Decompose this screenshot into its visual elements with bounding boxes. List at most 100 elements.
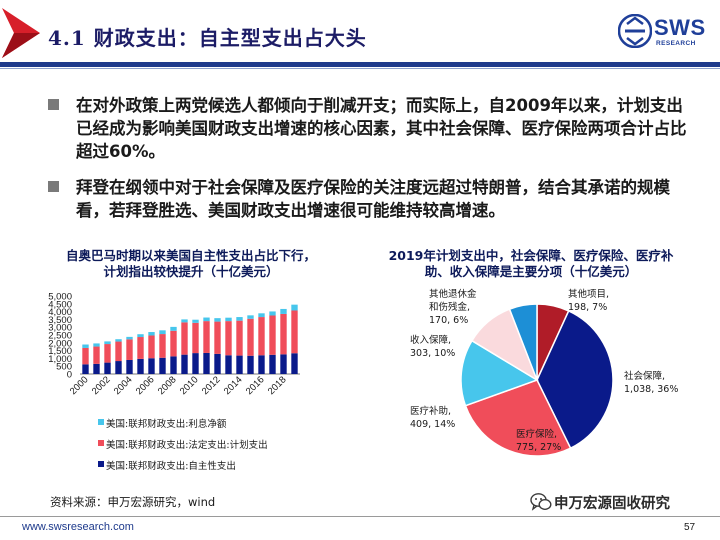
bar-segment-2 [93, 346, 100, 364]
footer-url: www.swsresearch.com [22, 521, 134, 533]
pie-slice-label-line: 其他项目, [568, 288, 609, 300]
title-rule [0, 62, 720, 67]
x-tick-label: 2012 [200, 374, 223, 397]
wechat-icon [530, 493, 552, 511]
bar-segment-1 [269, 354, 276, 374]
bar-segment-2 [214, 321, 221, 354]
bar-segment-2 [137, 337, 144, 359]
bar-segment-1 [291, 353, 298, 374]
bar-segment-1 [93, 363, 100, 374]
pie-slice-label-line: 医疗补助, [410, 405, 451, 417]
x-tick-label: 2008 [156, 374, 179, 397]
bar-segment-2 [225, 321, 232, 356]
bar-segment-1 [159, 357, 166, 374]
x-tick-label: 2006 [134, 374, 157, 397]
pie-slice-label-line: 其他退休金 [429, 288, 477, 300]
bar-segment-2 [258, 317, 265, 356]
pie-slice [508, 303, 538, 381]
legend-label: 美国:联邦财政支出:利息净额 [106, 419, 227, 430]
bar-segment-3 [269, 311, 276, 316]
bar-segment-3 [115, 339, 122, 342]
bar-segment-2 [192, 322, 199, 354]
pie-slice [460, 339, 539, 407]
pie-slice [536, 309, 614, 450]
bar-segment-3 [203, 317, 210, 322]
bar-segment-2 [115, 341, 122, 362]
title-arrow-icon [2, 8, 40, 58]
bar-segment-1 [148, 358, 155, 374]
pie-slice-label-line: 1,038, 36% [624, 384, 678, 395]
y-tick-label: 500 [56, 362, 72, 373]
legend-swatch [98, 419, 104, 425]
legend-label: 美国:联邦财政支出:自主性支出 [106, 461, 236, 472]
pie-slice-label-line: 社会保障, [624, 370, 665, 382]
page-number: 57 [684, 522, 696, 533]
bar-segment-2 [291, 310, 298, 354]
bar-segment-1 [258, 355, 265, 374]
pie-slice-label-line: 775, 27% [516, 442, 561, 453]
bar-segment-2 [280, 313, 287, 355]
bar-segment-3 [291, 304, 298, 311]
bar-segment-3 [192, 319, 199, 323]
bar-segment-3 [82, 344, 89, 348]
bar-segment-2 [181, 322, 188, 355]
bar-segment-3 [137, 334, 144, 338]
bar-segment-3 [258, 313, 265, 318]
bar-segment-3 [104, 341, 111, 345]
pie-slice-label: 医疗保险, 775, 27% [516, 428, 561, 453]
bar-segment-3 [225, 317, 232, 322]
bar-chart-title: 自奥巴马时期以来美国自主性支出占比下行，计划指出较快提升（十亿美元） [65, 248, 316, 279]
y-tick-label: 4,000 [48, 307, 72, 318]
bar-segment-1 [170, 356, 177, 374]
bar-segment-3 [214, 318, 221, 322]
pie-slice-label-line: 医疗保险, [516, 428, 557, 440]
y-tick-label: 4,500 [48, 299, 72, 310]
sws-logo: SWS RESEARCH [618, 14, 706, 50]
bar-segment-1 [181, 354, 188, 374]
bar-segment-1 [247, 355, 254, 374]
bar-segment-2 [104, 344, 111, 363]
bar-segment-1 [126, 359, 133, 374]
pie-slice-label: 收入保障, 303, 10% [410, 334, 455, 359]
pie-slice-label-line: 409, 14% [410, 419, 455, 430]
bar-segment-3 [247, 315, 254, 319]
legend-label: 美国:联邦财政支出:法定支出:计划支出 [106, 440, 268, 451]
pie-slice-label: 其他退休金和伤残金, 170, 6% [429, 288, 477, 326]
bar-segment-2 [247, 318, 254, 356]
bar-segment-2 [126, 339, 133, 360]
bar-segment-1 [104, 362, 111, 374]
bar-segment-3 [181, 319, 188, 323]
bar-segment-1 [192, 353, 199, 374]
x-tick-label: 2016 [244, 374, 267, 397]
y-tick-label: 1,500 [48, 346, 72, 357]
stacked-bar-chart: 05001,0001,5002,0002,5003,0003,5004,0004… [48, 292, 300, 397]
bar-segment-3 [170, 326, 177, 331]
bullet-text: 拜登在纲领中对于社会保障及医疗保险的关注度远超过特朗普，结合其承诺的规模看，若拜… [76, 178, 670, 220]
y-tick-label: 3,500 [48, 315, 72, 326]
pie-chart: 其他项目, 198, 7% 社会保障, 1,038, 36% 医疗保险, 775, 27%… [410, 288, 678, 457]
pie-slice-label: 医疗补助, 409, 14% [410, 405, 455, 430]
footer-rule [0, 516, 720, 517]
y-tick-label: 0 [67, 370, 72, 381]
bar-segment-1 [214, 353, 221, 374]
bar-segment-1 [203, 352, 210, 374]
bullet-square-icon [48, 181, 59, 192]
pie-slice-label-line: 303, 10% [410, 348, 455, 359]
bar-segment-3 [159, 330, 166, 335]
y-tick-label: 1,000 [48, 354, 72, 365]
bar-segment-3 [126, 336, 133, 340]
legend-swatch [98, 440, 104, 446]
bullet-text: 在对外政策上两党候选人都倾向于削减开支；而实际上，自2009年以来，计划支出已经… [76, 96, 687, 161]
bar-segment-2 [236, 320, 243, 356]
x-tick-label: 2014 [222, 374, 245, 397]
pie-slice-label-line: 收入保障, [410, 334, 451, 346]
bar-segment-2 [159, 334, 166, 358]
page-title: 4.1 财政支出：自主型支出占大头 [48, 26, 367, 50]
title-rule-thin [0, 68, 720, 69]
bar-segment-1 [236, 355, 243, 374]
bar-segment-2 [203, 321, 210, 353]
bullet-square-icon [48, 99, 59, 110]
bar-segment-1 [137, 358, 144, 374]
y-tick-label: 2,000 [48, 338, 72, 349]
pie-slice-label: 社会保障, 1,038, 36% [624, 370, 678, 395]
